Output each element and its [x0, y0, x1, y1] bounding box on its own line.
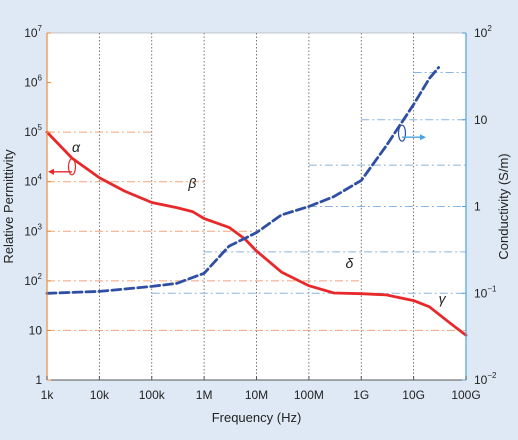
y-right-tick-label: 10: [474, 113, 488, 127]
y-left-tick-label: 1: [35, 373, 42, 387]
y-right-tick-label: 1: [474, 200, 481, 214]
y-right-tick-label: 10−1: [474, 284, 497, 300]
x-tick-label: 100M: [294, 388, 324, 402]
series-group: [45, 66, 468, 337]
permittivity-axis-marker: [67, 158, 77, 176]
x-tick-label: 10M: [245, 388, 268, 402]
y-left-tick-label: 104: [24, 173, 42, 189]
annotation-label: δ: [345, 255, 353, 271]
x-tick-label: 100k: [139, 388, 166, 402]
annotation-label: β: [187, 175, 196, 191]
legend-markers: [47, 124, 427, 176]
annotation-label: α: [72, 139, 81, 155]
arrow-right-icon: [420, 134, 427, 141]
x-tick-label: 100G: [451, 388, 480, 402]
tick-labels: 1k 10k 100k 1M 10M 100M 1G 10G 100G 1 10 102 103 104 1…: [24, 24, 497, 402]
x-tick-label: 10k: [90, 388, 110, 402]
y-right-tick-label: 10−2: [474, 371, 497, 387]
annotation-label: γ: [439, 290, 447, 306]
annotations: α β δ γ: [72, 139, 447, 307]
x-tick-label: 1M: [196, 388, 213, 402]
arrow-left-icon: [47, 168, 54, 175]
y-axis-left-label: Relative Permittivity: [1, 149, 16, 264]
axes: [46, 32, 467, 381]
y-left-tick-label: 10: [29, 323, 43, 337]
x-tick-label: 1G: [353, 388, 369, 402]
reference-lines: [47, 72, 466, 331]
conductivity-line: [45, 66, 441, 295]
y-left-tick-label: 106: [24, 74, 42, 90]
x-tick-label: 1k: [41, 388, 55, 402]
y-axis-right-label: Conductivity (S/m): [496, 153, 511, 259]
y-left-tick-label: 103: [24, 222, 42, 238]
conductivity-axis-marker: [397, 124, 407, 142]
x-tick-label: 10G: [402, 388, 425, 402]
y-left-tick-label: 102: [24, 272, 42, 288]
permittivity-line: [45, 130, 468, 337]
x-axis-label: Frequency (Hz): [212, 410, 302, 425]
y-right-tick-label: 102: [474, 24, 492, 40]
y-left-tick-label: 105: [24, 123, 42, 139]
y-left-tick-label: 107: [24, 24, 42, 40]
